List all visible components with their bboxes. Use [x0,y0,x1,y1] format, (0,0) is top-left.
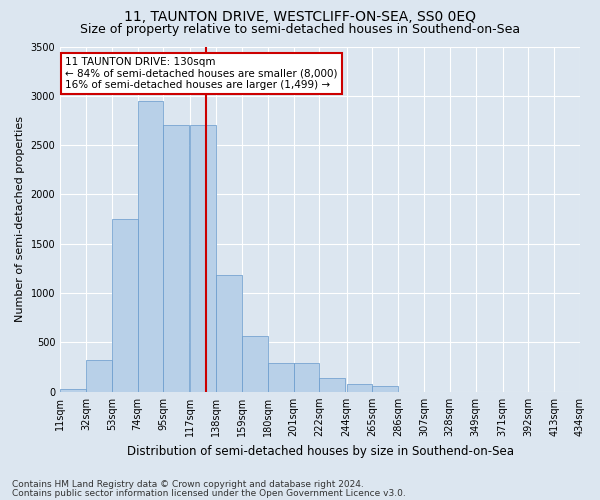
Text: 11, TAUNTON DRIVE, WESTCLIFF-ON-SEA, SS0 0EQ: 11, TAUNTON DRIVE, WESTCLIFF-ON-SEA, SS0… [124,10,476,24]
Bar [373,386,398,392]
Bar [242,336,268,392]
Y-axis label: Number of semi-detached properties: Number of semi-detached properties [15,116,25,322]
Bar [60,389,86,392]
Bar [163,126,189,392]
Bar [319,378,345,392]
Bar [137,101,163,392]
Text: Contains public sector information licensed under the Open Government Licence v3: Contains public sector information licen… [12,490,406,498]
Bar [268,363,293,392]
Text: Contains HM Land Registry data © Crown copyright and database right 2024.: Contains HM Land Registry data © Crown c… [12,480,364,489]
Bar [190,126,216,392]
Bar [293,363,319,392]
Bar [216,276,242,392]
Bar [86,360,112,392]
Text: Size of property relative to semi-detached houses in Southend-on-Sea: Size of property relative to semi-detach… [80,22,520,36]
Bar [347,384,373,392]
Text: 11 TAUNTON DRIVE: 130sqm
← 84% of semi-detached houses are smaller (8,000)
16% o: 11 TAUNTON DRIVE: 130sqm ← 84% of semi-d… [65,57,338,90]
Bar [112,219,137,392]
X-axis label: Distribution of semi-detached houses by size in Southend-on-Sea: Distribution of semi-detached houses by … [127,444,514,458]
